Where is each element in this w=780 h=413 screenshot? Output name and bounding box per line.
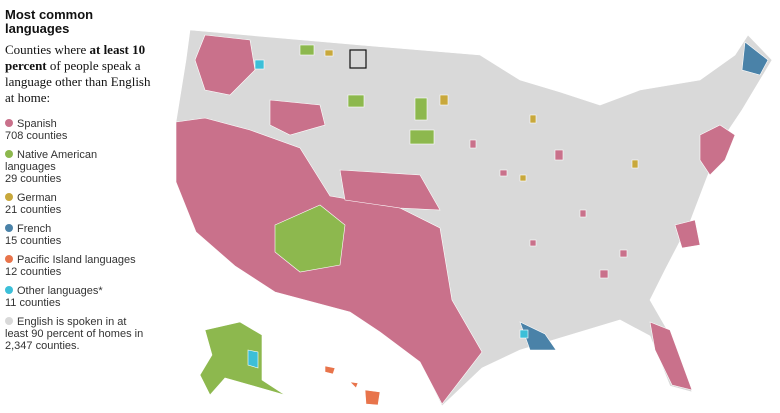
spanish-county [599, 269, 609, 279]
native-county [347, 94, 365, 108]
legend-count: 708 counties [5, 130, 68, 142]
title: Most common languages [5, 7, 94, 36]
alaska [199, 321, 286, 396]
navajo [274, 204, 346, 273]
legend-swatch [5, 119, 13, 127]
legend-item: Native American languages 29 counties [5, 149, 145, 185]
legend-swatch [5, 286, 13, 294]
legend-item: French 15 counties [5, 223, 145, 247]
native-county [414, 97, 428, 121]
spanish-county [619, 249, 628, 258]
subtitle-text: Counties where [5, 42, 90, 57]
legend-item: German 21 counties [5, 192, 145, 216]
spanish-county [579, 209, 587, 218]
legend: Spanish 708 counties Native American langu… [5, 118, 155, 352]
legend-count: 29 counties [5, 173, 62, 185]
legend-label: Pacific Island languages [17, 254, 136, 266]
spanish-county [499, 169, 508, 177]
legend-swatch [5, 255, 13, 263]
legend-swatch [5, 224, 13, 232]
spanish-northeast [699, 124, 736, 176]
legend-item: Pacific Island languages 12 counties [5, 254, 145, 278]
montana-outline [349, 49, 367, 69]
native-county [299, 44, 315, 56]
native-county [409, 129, 435, 145]
legend-label: English is spoken in at least 90 percent… [5, 316, 144, 352]
legend-count: 21 counties [5, 204, 62, 216]
legend-label: Other languages* [17, 285, 103, 297]
alaska-other [247, 349, 259, 369]
other-county [519, 329, 529, 339]
spanish-northwest [194, 34, 256, 96]
spanish-county [469, 139, 477, 149]
spanish-county [529, 239, 537, 247]
legend-count: 12 counties [5, 266, 62, 278]
subtitle-text: of people speak a language other than En… [5, 58, 151, 105]
spanish-florida [649, 321, 693, 391]
spanish-virginia [674, 219, 701, 249]
german-county [324, 49, 334, 57]
spanish-plains [339, 169, 441, 211]
legend-label: Spanish [17, 118, 57, 130]
legend-swatch [5, 193, 13, 201]
spanish-idaho [269, 99, 326, 136]
french-maine [741, 41, 769, 76]
legend-item: English is spoken in at least 90 percent… [5, 316, 145, 352]
legend-label: German [17, 192, 57, 204]
legend-label: Native American languages [5, 149, 98, 173]
german-county [529, 114, 537, 124]
legend-item: Spanish 708 counties [5, 118, 145, 142]
legend-panel: Most common languages Counties where at … [5, 8, 155, 359]
subtitle-bold: at least 10 percent [5, 42, 146, 73]
german-county [631, 159, 639, 169]
legend-swatch [5, 317, 13, 325]
german-county [439, 94, 449, 106]
spanish-county [554, 149, 564, 161]
other-county [254, 59, 265, 70]
subtitle: Counties where at least 10 percent of pe… [5, 42, 153, 106]
hawaii [324, 365, 381, 406]
legend-count: 11 counties [5, 297, 61, 309]
german-county [519, 174, 527, 182]
legend-item: Other languages* 11 counties [5, 285, 145, 309]
french-louisiana [519, 321, 557, 351]
legend-label: French [17, 223, 52, 235]
legend-swatch [5, 150, 13, 158]
legend-count: 15 counties [5, 235, 62, 247]
